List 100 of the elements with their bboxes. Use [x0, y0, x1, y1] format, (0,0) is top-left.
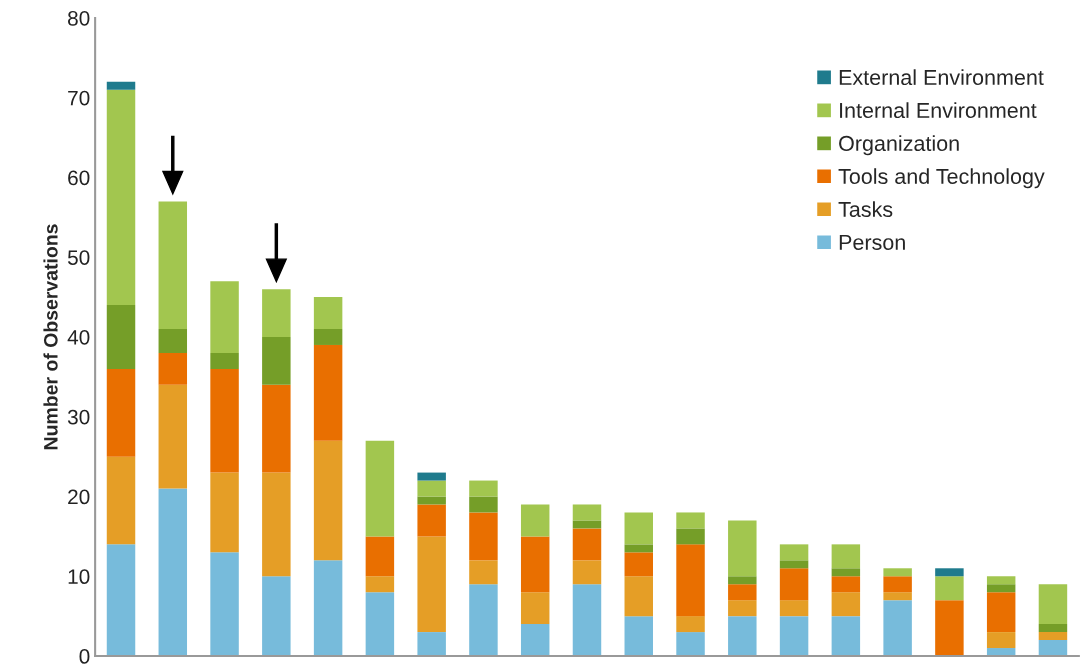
- bar: [728, 616, 757, 657]
- legend-label: Person: [839, 234, 905, 250]
- bar: [728, 600, 757, 617]
- bar: [779, 560, 809, 569]
- bar: [469, 560, 498, 585]
- bar: [572, 520, 602, 529]
- bar: [417, 480, 446, 497]
- bar: [676, 544, 705, 617]
- bar: [572, 584, 602, 657]
- bar: [158, 329, 188, 353]
- bar: [106, 81, 136, 90]
- bar: [1038, 624, 1068, 633]
- bar: [262, 384, 291, 473]
- bar: [313, 297, 343, 330]
- bar: [365, 576, 395, 593]
- bar: [520, 536, 550, 593]
- bar: [779, 544, 809, 561]
- bar: [883, 576, 912, 593]
- y-tick-label: 60: [68, 170, 90, 186]
- legend-label: Tasks: [838, 201, 893, 218]
- bar: [986, 576, 1016, 585]
- y-tick-label: 50: [67, 250, 90, 265]
- bar: [676, 512, 705, 529]
- bar: [728, 520, 757, 577]
- bar: [935, 600, 964, 657]
- y-tick-label: 40: [67, 330, 90, 345]
- bar: [158, 201, 188, 330]
- bar: [210, 281, 239, 353]
- bar: [365, 592, 395, 657]
- bar: [831, 544, 861, 569]
- bar: [831, 616, 861, 657]
- legend-label: External Environment: [839, 69, 1044, 86]
- legend-label: Organization: [839, 135, 959, 156]
- bar: [1038, 640, 1068, 657]
- bar: [676, 632, 705, 657]
- bar: [262, 472, 291, 577]
- bar: [883, 592, 912, 601]
- bar: [831, 576, 861, 593]
- bar: [313, 344, 343, 441]
- bar: [106, 456, 136, 545]
- bar: [262, 289, 291, 337]
- bar: [210, 352, 239, 369]
- bar: [365, 536, 395, 577]
- legend-label: Tools and Technology: [838, 168, 1045, 189]
- bar: [883, 600, 912, 657]
- bar: [676, 616, 705, 633]
- y-tick-label: 30: [67, 409, 90, 425]
- bar: [417, 504, 446, 537]
- bar: [210, 552, 239, 657]
- bar: [572, 560, 602, 585]
- bar: [520, 624, 550, 657]
- bar: [262, 576, 291, 657]
- bar: [106, 89, 136, 306]
- bar: [1038, 584, 1068, 625]
- bar: [158, 352, 188, 385]
- bar: [1038, 632, 1068, 641]
- bar: [417, 472, 446, 481]
- y-tick-label: 80: [68, 10, 90, 26]
- bar: [624, 512, 653, 545]
- y-tick-label: 70: [68, 90, 90, 106]
- legend-label: Internal Environment: [840, 102, 1037, 119]
- bar: [469, 584, 498, 657]
- y-tick-label: 0: [79, 649, 90, 664]
- bar: [106, 305, 136, 369]
- bar: [779, 568, 809, 601]
- bar: [572, 528, 602, 561]
- y-axis-title: Number of Observations: [43, 224, 58, 450]
- bar: [728, 584, 757, 601]
- bar: [831, 568, 861, 577]
- bar: [676, 528, 705, 545]
- bar: [572, 504, 602, 521]
- bar: [779, 600, 809, 617]
- bar: [624, 552, 653, 577]
- bar: [417, 536, 446, 633]
- bar: [624, 576, 653, 617]
- y-tick-label: 20: [68, 489, 90, 505]
- bar: [935, 576, 964, 601]
- bar: [624, 616, 653, 657]
- bar: [986, 584, 1016, 593]
- bar: [469, 496, 498, 513]
- bar: [520, 504, 550, 537]
- bar: [106, 544, 136, 657]
- bar: [158, 384, 188, 489]
- bar: [106, 368, 136, 457]
- bar: [262, 337, 291, 385]
- y-tick-label: 10: [68, 569, 90, 585]
- bar: [313, 560, 343, 657]
- bar: [935, 568, 964, 577]
- bar: [313, 329, 343, 345]
- bar: [986, 592, 1016, 633]
- bar: [469, 512, 498, 561]
- bar: [624, 544, 653, 553]
- bar: [779, 616, 809, 657]
- bar: [158, 488, 188, 657]
- bar: [883, 568, 912, 577]
- bar: [831, 592, 861, 617]
- bar: [313, 440, 343, 561]
- bar: [210, 368, 239, 473]
- bar: [417, 632, 446, 657]
- bar: [986, 632, 1016, 649]
